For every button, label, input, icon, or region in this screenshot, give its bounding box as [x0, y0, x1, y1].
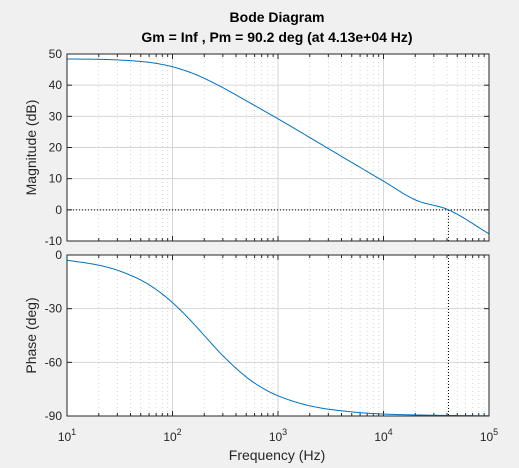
frequency-tick-labels: 101 102 103 104 105: [58, 427, 498, 444]
y-tick-label: -90: [45, 409, 63, 423]
y-tick-label: -30: [45, 302, 63, 316]
magnitude-ylabel: Magnitude (dB): [23, 100, 39, 196]
x-tick-label: 101: [58, 427, 76, 444]
phase-tick-labels: -90 -60 -30 0: [45, 248, 63, 423]
y-tick-label: 20: [49, 141, 63, 155]
y-tick-label: 0: [55, 203, 62, 217]
chart-title: Bode Diagram: [230, 9, 325, 25]
x-tick-label: 105: [480, 427, 498, 444]
magnitude-plot: -10 0 10 20 30 40 50: [45, 47, 490, 248]
magnitude-curve: [66, 58, 490, 235]
phase-ylabel: Phase (deg): [23, 297, 39, 373]
y-tick-label: -60: [45, 355, 63, 369]
phase-curve: [66, 259, 490, 417]
phase-plot: -90 -60 -30 0: [45, 248, 490, 423]
magnitude-tick-labels: -10 0 10 20 30 40 50: [45, 47, 63, 248]
y-tick-label: 30: [49, 109, 63, 123]
chart-subtitle: Gm = Inf , Pm = 90.2 deg (at 4.13e+04 Hz…: [141, 29, 412, 45]
y-tick-label: -10: [45, 234, 63, 248]
y-tick-label: 10: [49, 172, 63, 186]
x-tick-label: 103: [269, 427, 287, 444]
y-tick-label: 0: [55, 248, 62, 262]
y-tick-label: 40: [49, 78, 63, 92]
frequency-xlabel: Frequency (Hz): [229, 447, 325, 463]
y-tick-label: 50: [49, 47, 63, 61]
x-tick-label: 104: [374, 427, 392, 444]
x-tick-label: 102: [163, 427, 181, 444]
